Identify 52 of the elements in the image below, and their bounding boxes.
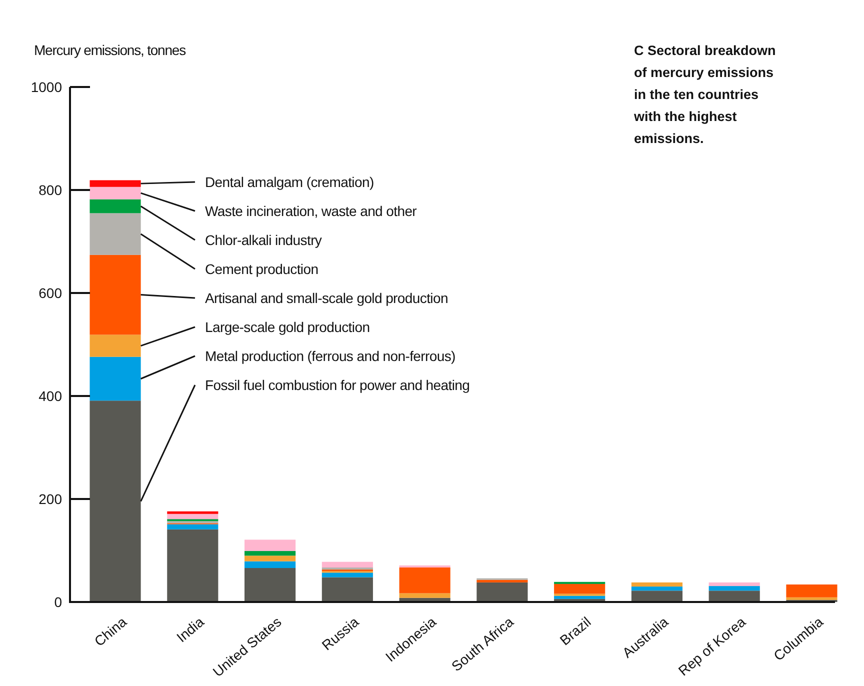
bar (708, 590, 760, 602)
bar (786, 597, 838, 600)
bar (708, 586, 760, 591)
bar (476, 580, 528, 582)
x-tick-label: India (173, 613, 208, 646)
bar (90, 254, 141, 335)
bar (90, 180, 141, 187)
bar (167, 511, 218, 514)
y-axis-title: Mercury emissions, tonnes (34, 42, 186, 58)
bar (322, 572, 373, 578)
bar (167, 529, 218, 602)
bar (244, 540, 296, 552)
text: Fossil fuel combustion for power and heating (205, 376, 470, 393)
bar (399, 593, 450, 598)
bar (90, 199, 141, 214)
text: Artisanal and small-scale gold production (205, 290, 448, 306)
bar (708, 582, 760, 586)
text: Dental amalgam (cremation) (205, 174, 374, 190)
bar (631, 590, 682, 602)
bar (90, 186, 141, 200)
y-tick-label: 600 (38, 284, 62, 301)
y-tick-label: 800 (38, 182, 62, 198)
bar (167, 524, 218, 530)
text: Large-scale gold production (205, 318, 370, 335)
bar (476, 582, 528, 602)
bar (631, 582, 682, 587)
bar (244, 551, 296, 556)
bar (90, 356, 141, 401)
bar (399, 567, 450, 594)
text: Waste incineration, waste and other (205, 202, 418, 219)
bar (90, 334, 141, 357)
bar (244, 556, 296, 562)
bar (244, 561, 296, 568)
bar (631, 586, 682, 591)
bar (786, 584, 838, 598)
y-tick-label: 1000 (30, 78, 62, 95)
text: Metal production (ferrous and non-ferrous) (205, 348, 456, 364)
text: Chlor-alkali industry (205, 232, 322, 248)
chart-title: C Sectoral breakdown of mercury emissions in the ten countries with the highest emissions. (633, 43, 776, 146)
bar (90, 400, 141, 602)
bar (244, 568, 296, 602)
y-tick-label: 0 (54, 594, 62, 610)
y-tick-label: 400 (38, 388, 62, 404)
bar (554, 584, 606, 594)
bar (554, 596, 606, 599)
text: Cement production (205, 260, 318, 277)
y-tick-label: 200 (38, 490, 62, 507)
bar (322, 567, 373, 570)
bar (167, 514, 218, 520)
bar (90, 213, 141, 255)
bar (322, 577, 373, 602)
bar (322, 562, 373, 568)
